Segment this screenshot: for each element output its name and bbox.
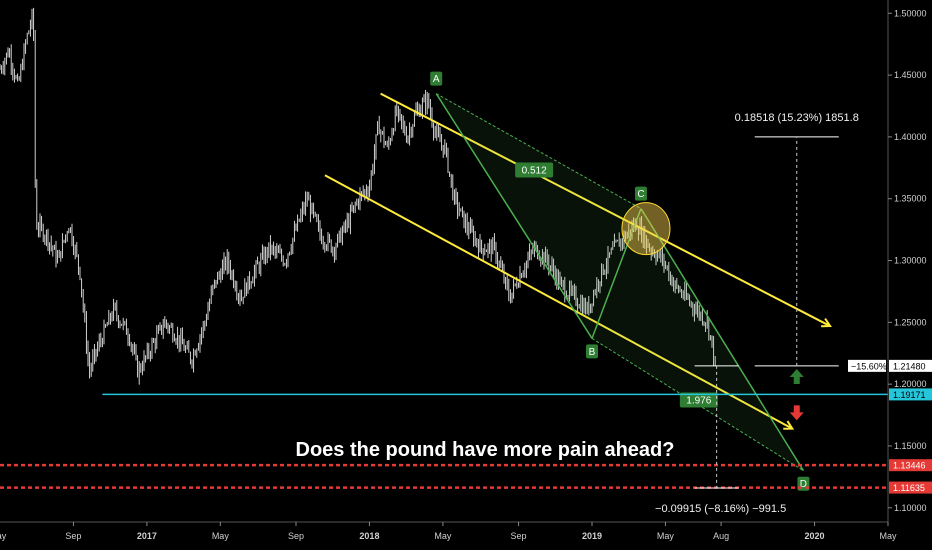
pct-tag-bg bbox=[848, 359, 886, 372]
x-tick-label: May bbox=[657, 531, 675, 541]
overlay-layer: A B C D 0.512 1.976 0.18518 (15.23%) 1851.8 −0.… bbox=[0, 71, 888, 515]
chart-title: Does the pound have more pain ahead? bbox=[296, 439, 675, 461]
x-tick-label: 2018 bbox=[359, 531, 379, 541]
arrow-down-icon bbox=[789, 405, 804, 421]
point-badge-c: C bbox=[637, 189, 644, 200]
measure-down-label: −0.09915 (−8.16%) −991.5 bbox=[655, 503, 786, 515]
channel-lower-line bbox=[324, 174, 793, 430]
abcd-ratio-AC bbox=[435, 93, 642, 210]
x-tick-label: 2019 bbox=[582, 531, 602, 541]
channel-upper-line bbox=[380, 92, 831, 327]
arrow-up-icon bbox=[789, 368, 804, 384]
x-tick-label: May bbox=[212, 531, 230, 541]
channel-upper-arrow bbox=[821, 318, 832, 328]
point-badge-bg bbox=[586, 344, 598, 359]
abcd-leg-AB bbox=[435, 93, 593, 339]
x-tick-label: Sep bbox=[65, 531, 81, 541]
y-tick-label: 1.40000 bbox=[894, 132, 927, 142]
x-tick-label: Sep bbox=[288, 531, 304, 541]
point-badge-b: B bbox=[589, 347, 596, 358]
y-tick-label: 1.10000 bbox=[894, 503, 927, 513]
y-tick-label: 1.45000 bbox=[894, 70, 927, 80]
price-tag-label: 1.13446 bbox=[893, 461, 926, 471]
measure-up-label: 0.18518 (15.23%) 1851.8 bbox=[735, 112, 859, 124]
x-tick-label: May bbox=[879, 531, 897, 541]
current-price-label: 1.21480 bbox=[893, 361, 926, 371]
y-tick-label: 1.50000 bbox=[894, 8, 927, 18]
price-tag-label: 1.19171 bbox=[893, 390, 926, 400]
current-price-tag-bg bbox=[889, 359, 932, 372]
fib-label-bg bbox=[515, 162, 554, 178]
price-tag-bg bbox=[889, 459, 932, 472]
abcd-fill-abc bbox=[436, 93, 641, 339]
y-tick-label: 1.30000 bbox=[894, 256, 927, 266]
x-tick-label: 2017 bbox=[137, 531, 157, 541]
fib-label-bg bbox=[679, 392, 718, 408]
x-tick-label: Sep bbox=[511, 531, 527, 541]
abcd-leg-BC bbox=[591, 208, 642, 339]
point-badge-a: A bbox=[433, 74, 440, 85]
y-tick-label: 1.35000 bbox=[894, 194, 927, 204]
price-layer bbox=[0, 7, 716, 385]
channel-lower-arrow bbox=[783, 420, 795, 430]
abcd-ratio-BD bbox=[591, 337, 804, 472]
abcd-leg-CD bbox=[640, 208, 805, 472]
abcd-fill-bcd bbox=[592, 208, 804, 471]
price-tag-bg bbox=[889, 388, 932, 401]
point-badge-bg bbox=[634, 186, 647, 201]
point-badge-d: D bbox=[800, 479, 807, 490]
fib-ratio-label: 0.512 bbox=[522, 166, 547, 177]
x-tick-label: May bbox=[434, 531, 452, 541]
highlight-ellipse bbox=[621, 202, 671, 256]
x-tick-label: May bbox=[0, 531, 7, 541]
y-tick-label: 1.25000 bbox=[894, 317, 927, 327]
fib-ratio-label: 1.976 bbox=[686, 395, 711, 406]
price-tag-bg bbox=[889, 481, 932, 494]
y-tick-label: 1.15000 bbox=[894, 441, 927, 451]
price-tag-label: 1.11635 bbox=[893, 483, 925, 493]
x-tick-label: 2020 bbox=[805, 531, 825, 541]
pct-change-label: −15.60% bbox=[851, 361, 887, 371]
y-tick-label: 1.20000 bbox=[894, 379, 927, 389]
point-badge-bg bbox=[430, 71, 443, 86]
x-tick-label: Aug bbox=[713, 531, 729, 541]
